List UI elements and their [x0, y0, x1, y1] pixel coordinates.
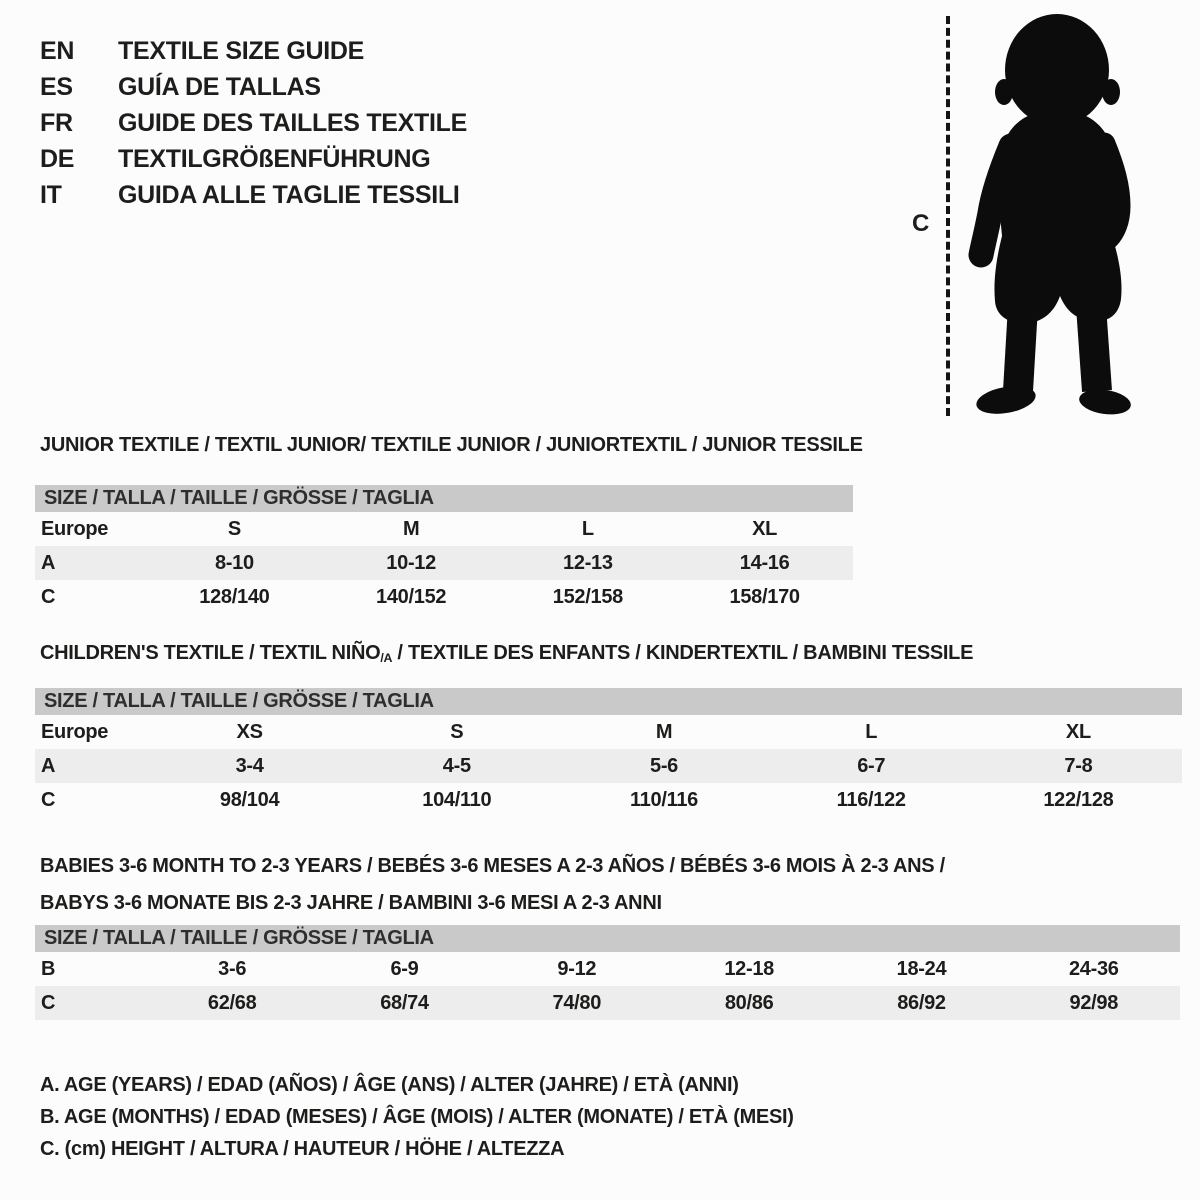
lang-row-it: IT GUIDA ALLE TAGLIE TESSILI	[40, 177, 467, 213]
value-cell: 98/104	[219, 788, 280, 811]
lang-code: IT	[40, 181, 62, 209]
babies-title-line1: BABIES 3-6 MONTH TO 2-3 YEARS / BEBÉS 3-…	[40, 855, 945, 877]
height-measure-label: C	[912, 210, 930, 237]
value-cell: 74/80	[552, 991, 602, 1014]
value-cell: 92/98	[1069, 991, 1119, 1014]
legend-line-b: B. AGE (MONTHS) / EDAD (MESES) / ÂGE (MO…	[40, 1106, 794, 1128]
value-cell: 18-24	[896, 957, 947, 980]
size-cell: M	[655, 720, 673, 743]
lang-row-de: DE TEXTILGRÖßENFÜHRUNG	[40, 141, 467, 177]
children-title-pre: CHILDREN'S TEXTILE / TEXTIL NIÑO	[40, 642, 381, 664]
size-header-bar: SIZE / TALLA / TAILLE / GRÖSSE / TAGLIA	[35, 485, 853, 512]
value-cell: 104/110	[422, 788, 492, 811]
value-cell: 14-16	[739, 551, 790, 574]
lang-code: EN	[40, 37, 75, 65]
size-cell: S	[227, 517, 241, 540]
babies-title-line2: BABYS 3-6 MONATE BIS 2-3 JAHRE / BAMBINI…	[40, 892, 662, 914]
value-cell: 6-9	[390, 957, 419, 980]
size-header-bar: SIZE / TALLA / TAILLE / GRÖSSE / TAGLIA	[35, 688, 1182, 715]
value-cell: 158/170	[729, 585, 801, 608]
value-cell: 10-12	[386, 551, 436, 574]
value-cell: 3-4	[235, 754, 264, 777]
table-row: A 8-10 10-12 12-13 14-16	[35, 546, 853, 580]
row-label: B	[41, 957, 56, 980]
value-cell: 3-6	[218, 957, 247, 980]
lang-code: FR	[40, 109, 73, 137]
size-cell: XL	[752, 517, 778, 540]
value-cell: 68/74	[380, 991, 429, 1014]
toddler-silhouette-icon	[968, 14, 1131, 415]
size-cell: L	[865, 720, 878, 743]
table-row: A 3-4 4-5 5-6 6-7 7-8	[35, 749, 1182, 783]
lang-row-es: ES GUÍA DE TALLAS	[40, 69, 467, 105]
size-cell: XL	[1065, 720, 1091, 743]
value-cell: 80/86	[724, 991, 774, 1014]
row-label: C	[41, 585, 56, 608]
size-cell: S	[450, 720, 464, 743]
junior-size-table: SIZE / TALLA / TAILLE / GRÖSSE / TAGLIA …	[35, 485, 853, 614]
value-cell: 7-8	[1064, 754, 1093, 777]
row-label: Europe	[41, 720, 109, 743]
table-row: Europe S M L XL	[35, 512, 853, 546]
table-row: C 62/68 68/74 74/80 80/86 86/92 92/98	[35, 986, 1180, 1020]
children-section-title: CHILDREN'S TEXTILE / TEXTIL NIÑO/A / TEX…	[40, 642, 973, 665]
value-cell: 12-18	[724, 957, 774, 980]
value-cell: 24-36	[1068, 957, 1119, 980]
lang-label: TEXTILE SIZE GUIDE	[118, 37, 365, 65]
value-cell: 12-13	[563, 551, 613, 574]
children-size-table: SIZE / TALLA / TAILLE / GRÖSSE / TAGLIA …	[35, 688, 1182, 817]
language-title-block: EN TEXTILE SIZE GUIDE ES GUÍA DE TALLAS …	[40, 33, 467, 213]
children-title-sub: /A	[380, 650, 393, 665]
value-cell: 5-6	[650, 754, 679, 777]
value-cell: 9-12	[557, 957, 597, 980]
row-label: C	[41, 788, 56, 811]
value-cell: 152/158	[552, 585, 624, 608]
value-cell: 6-7	[857, 754, 886, 777]
table-row: C 98/104 104/110 110/116 116/122 122/128	[35, 783, 1182, 817]
lang-label: TEXTILGRÖßENFÜHRUNG	[118, 145, 431, 173]
lang-row-en: EN TEXTILE SIZE GUIDE	[40, 33, 467, 69]
table-row: Europe XS S M L XL	[35, 715, 1182, 749]
legend-line-c: C. (cm) HEIGHT / ALTURA / HAUTEUR / HÖHE…	[40, 1138, 565, 1160]
lang-code: DE	[40, 145, 75, 173]
lang-label: GUIDA ALLE TAGLIE TESSILI	[118, 181, 460, 209]
legend-line-a: A. AGE (YEARS) / EDAD (AÑOS) / ÂGE (ANS)…	[40, 1074, 739, 1096]
row-label: Europe	[41, 517, 109, 540]
value-cell: 110/116	[630, 788, 698, 811]
lang-row-fr: FR GUIDE DES TAILLES TEXTILE	[40, 105, 467, 141]
value-cell: 62/68	[207, 991, 257, 1014]
legend-block: A. AGE (YEARS) / EDAD (AÑOS) / ÂGE (ANS)…	[40, 1069, 794, 1165]
size-cell: M	[402, 517, 420, 540]
junior-section-title: JUNIOR TEXTILE / TEXTIL JUNIOR/ TEXTILE …	[40, 434, 863, 456]
table-row: B 3-6 6-9 9-12 12-18 18-24 24-36	[35, 952, 1180, 986]
value-cell: 4-5	[442, 754, 471, 777]
children-title-post: / TEXTILE DES ENFANTS / KINDERTEXTIL / B…	[392, 642, 974, 664]
value-cell: 140/152	[376, 585, 447, 608]
row-label: A	[41, 754, 56, 777]
value-cell: 122/128	[1043, 788, 1114, 811]
lang-label: GUÍA DE TALLAS	[118, 73, 321, 101]
lang-label: GUIDE DES TAILLES TEXTILE	[118, 109, 468, 137]
value-cell: 116/122	[836, 788, 906, 811]
value-cell: 8-10	[214, 551, 254, 574]
babies-size-table: SIZE / TALLA / TAILLE / GRÖSSE / TAGLIA …	[35, 925, 1180, 1020]
size-cell: XS	[236, 720, 263, 743]
lang-code: ES	[40, 73, 73, 101]
height-measure-line	[946, 16, 950, 416]
row-label: C	[41, 991, 56, 1014]
value-cell: 128/140	[199, 585, 270, 608]
value-cell: 86/92	[897, 991, 946, 1014]
size-cell: L	[581, 517, 594, 540]
size-header-bar: SIZE / TALLA / TAILLE / GRÖSSE / TAGLIA	[35, 925, 1180, 952]
table-row: C 128/140 140/152 152/158 158/170	[35, 580, 853, 614]
babies-section-title: BABIES 3-6 MONTH TO 2-3 YEARS / BEBÉS 3-…	[40, 848, 945, 922]
row-label: A	[41, 551, 56, 574]
